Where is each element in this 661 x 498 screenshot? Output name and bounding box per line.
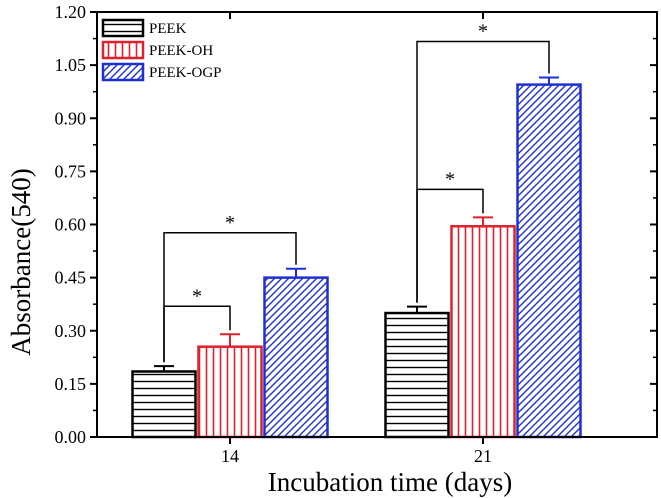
bar-peek-21: [384, 311, 450, 439]
y-tick-label: 1.05: [55, 55, 87, 75]
x-tick-label: 14: [221, 446, 239, 466]
bar-peek-oh-21: [450, 225, 516, 439]
y-tick-label: 1.20: [55, 2, 87, 22]
y-tick-label: 0.75: [55, 161, 87, 181]
axes-layer: 0.00 0.15 0.30 0.45 0.60 0.75 0.90 1.05 1.20 14 21: [55, 2, 658, 466]
legend-label-peek: PEEK: [149, 21, 187, 37]
legend-swatch-peek-oh: [101, 40, 145, 60]
bars-layer: [131, 76, 582, 439]
legend: PEEK PEEK-OH PEEK-OGP: [101, 18, 222, 82]
x-axis-title: Incubation time (days): [268, 467, 512, 497]
legend-swatch-peek: [101, 18, 145, 38]
bar-peek-ogp-21: [516, 83, 582, 439]
y-tick-label: 0.90: [55, 108, 87, 128]
y-tick-label: 0.15: [55, 374, 87, 394]
y-tick-label: 0.60: [55, 215, 87, 235]
legend-swatch-peek-ogp: [101, 62, 145, 82]
significance-star: *: [445, 168, 455, 190]
significance-bracket: [163, 232, 297, 363]
significance-star: *: [192, 285, 202, 307]
bar-peek-ogp-14: [263, 276, 329, 439]
significance-layer: * * * *: [163, 21, 550, 363]
legend-label-peek-oh: PEEK-OH: [149, 43, 213, 59]
y-tick-label: 0.30: [55, 321, 87, 341]
y-tick-label: 0.00: [55, 427, 87, 447]
significance-star: *: [478, 21, 488, 43]
legend-label-peek-ogp: PEEK-OGP: [149, 65, 222, 81]
bar-peek-oh-14: [197, 345, 263, 439]
significance-star: *: [225, 212, 235, 234]
bar-peek-14: [131, 370, 197, 439]
x-tick-label: 21: [474, 446, 492, 466]
significance-bracket: [416, 40, 550, 303]
y-tick-label: 0.45: [55, 268, 87, 288]
y-axis-title: Absorbance(540): [6, 168, 36, 355]
